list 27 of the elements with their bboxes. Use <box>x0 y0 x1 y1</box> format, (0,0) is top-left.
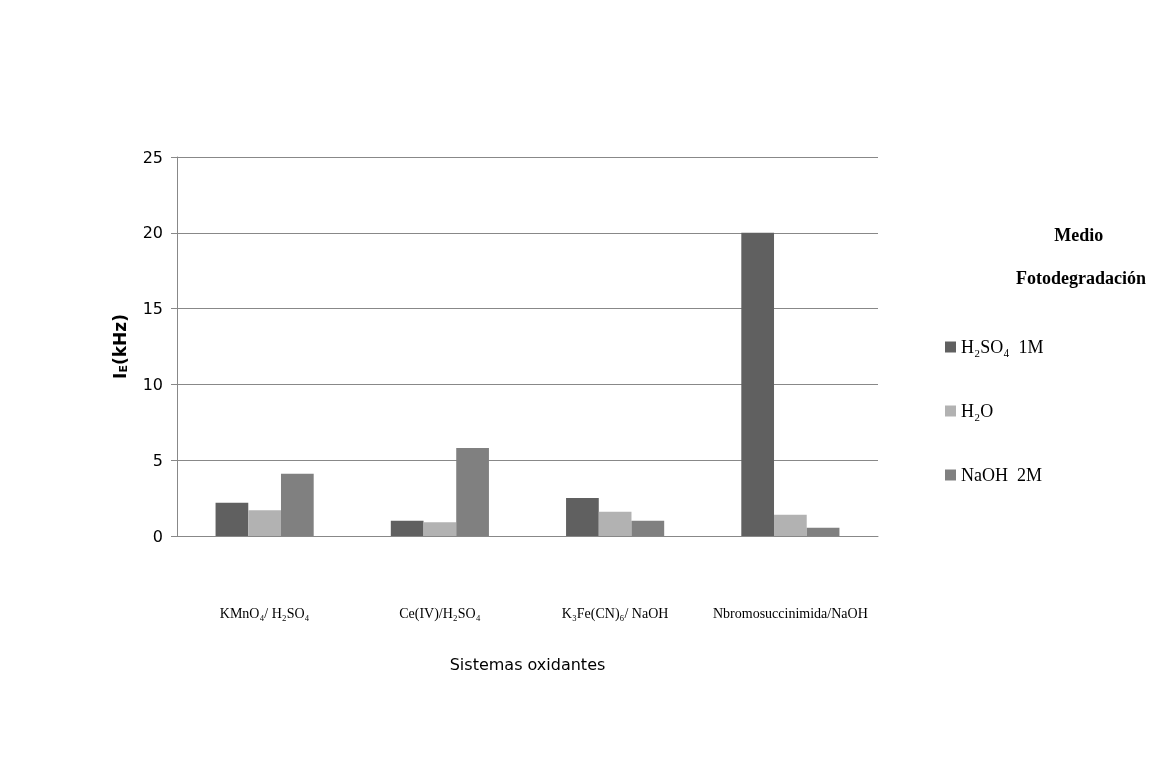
x-tick-label: Ce(IV)/H₂SO₄ <box>399 605 481 622</box>
y-tick-label: 0 <box>152 526 163 546</box>
bar <box>280 473 314 536</box>
bar <box>741 232 775 536</box>
x-tick-label: K₃Fe(CN)₆/ NaOH <box>561 605 669 622</box>
legend-label: H₂SO₄ 1M <box>961 337 1044 357</box>
bar <box>423 522 457 536</box>
y-axis-title: IE(kHz) <box>109 314 130 379</box>
bar <box>774 514 807 536</box>
bar <box>215 502 249 536</box>
bar <box>806 527 840 536</box>
x-tick-label: KMnO₄/ H₂SO₄ <box>219 605 310 621</box>
bar <box>390 520 424 536</box>
bar <box>598 511 632 536</box>
legend-label: NaOH 2M <box>961 465 1042 485</box>
bar <box>248 510 281 536</box>
x-axis-title: Sistemas oxidantes <box>449 654 606 674</box>
y-tick-label: 5 <box>152 450 163 470</box>
legend-label: H₂O <box>961 401 994 421</box>
bar <box>631 520 665 536</box>
y-tick-label: 20 <box>142 223 163 243</box>
y-tick-label: 10 <box>142 374 163 394</box>
text: Medio Fotodegradación <box>1016 224 1146 288</box>
y-tick-label: 25 <box>142 147 163 167</box>
y-tick-label: 15 <box>142 299 163 319</box>
x-tick-label: Nbromosuccinimida/NaOH <box>713 605 868 621</box>
bar <box>566 498 599 536</box>
